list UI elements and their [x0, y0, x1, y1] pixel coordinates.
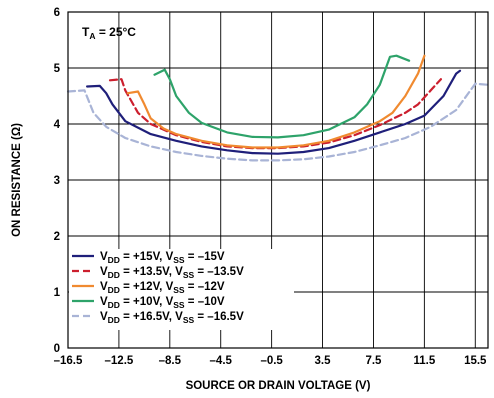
x-tick-label: –0.5	[260, 355, 283, 367]
series-line	[153, 54, 411, 139]
x-tick-labels: –16.5 –12.5 –8.5 –4.5 –0.5 3.5 7.5 11.5 15.5	[54, 355, 487, 367]
x-tick-label: –8.5	[159, 355, 182, 367]
y-tick-label: 1	[54, 287, 61, 299]
x-tick-label: 15.5	[464, 355, 487, 367]
y-tick-label: 4	[54, 119, 61, 131]
x-tick-label: 7.5	[365, 355, 382, 367]
temperature-annotation: TA = 25°C	[82, 25, 136, 41]
x-tick-label: –12.5	[105, 355, 134, 367]
y-tick-label: 5	[54, 63, 61, 75]
legend-entry: VDD = +10V, VSS = –10V	[100, 296, 225, 310]
series-line	[108, 78, 442, 150]
x-tick-label: 3.5	[315, 355, 332, 367]
legend-entry: VDD = +15V, VSS = –15V	[100, 251, 225, 265]
series-line	[66, 82, 490, 162]
series-line	[126, 54, 426, 149]
y-tick-label: 6	[54, 7, 60, 19]
x-axis-label: SOURCE OR DRAIN VOLTAGE (V)	[186, 380, 371, 392]
y-tick-label: 3	[54, 175, 60, 187]
x-tick-label: –4.5	[210, 355, 233, 367]
x-tick-label: 11.5	[413, 355, 435, 367]
legend-box	[69, 249, 294, 330]
y-tick-label: 0	[54, 343, 60, 355]
y-axis-label: ON RESISTANCE (Ω)	[11, 123, 23, 237]
y-tick-label: 2	[54, 231, 60, 243]
legend-entry: VDD = +16.5V, VSS = –16.5V	[100, 311, 244, 325]
legend-entry: VDD = +13.5V, VSS = –13.5V	[100, 266, 244, 280]
legend-entry: VDD = +12V, VSS = –12V	[100, 281, 225, 295]
series-line	[86, 69, 462, 155]
x-tick-label: –16.5	[54, 355, 83, 367]
series-layer	[66, 54, 490, 162]
plot-frame	[67, 11, 489, 349]
y-tick-labels: 0 1 2 3 4 5 6	[54, 7, 61, 355]
